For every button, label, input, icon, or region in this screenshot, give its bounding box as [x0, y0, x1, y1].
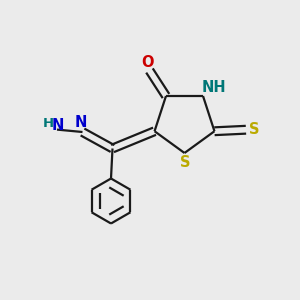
- Text: S: S: [180, 155, 191, 170]
- Text: NH: NH: [202, 80, 227, 95]
- Text: N: N: [51, 118, 64, 134]
- Text: H: H: [43, 117, 54, 130]
- Text: S: S: [249, 122, 260, 137]
- Text: O: O: [142, 55, 154, 70]
- Text: N: N: [75, 116, 87, 130]
